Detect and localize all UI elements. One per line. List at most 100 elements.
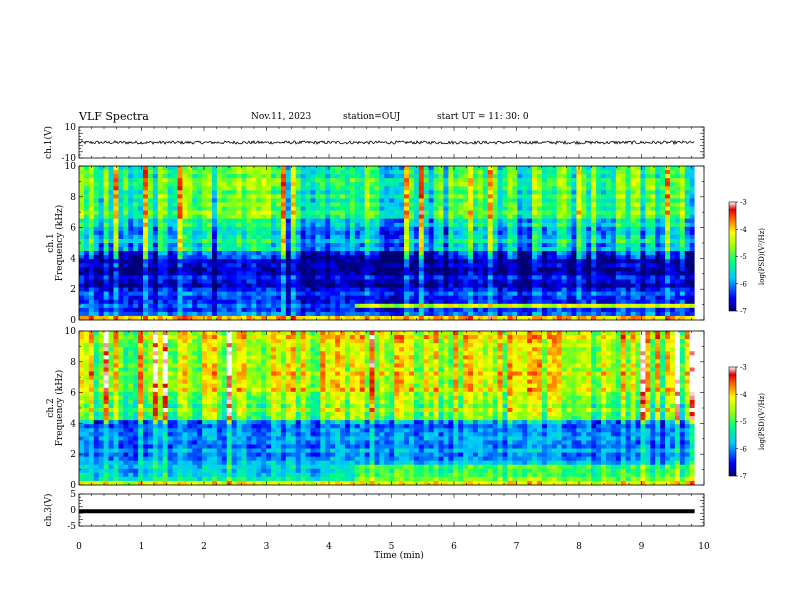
spectrogram-cell (408, 198, 415, 203)
spectrogram-cell (645, 226, 651, 232)
spectrogram-cell (561, 190, 567, 195)
spectrogram-cell (689, 311, 696, 317)
spectrogram-cell (482, 255, 489, 260)
spectrogram-cell (379, 198, 385, 203)
spectrogram-cell (605, 291, 612, 297)
spectrogram-cell (428, 234, 435, 240)
spectrogram-cell (507, 307, 513, 313)
spectrogram-cell (655, 214, 661, 220)
spectrogram-cell (128, 307, 134, 313)
spectrogram-cell (394, 307, 400, 313)
spectrogram-cell (423, 283, 430, 288)
spectrogram-cell (674, 178, 681, 183)
spectrogram-cell (251, 279, 257, 284)
spectrogram-cell (571, 178, 577, 183)
spectrogram-cell (103, 198, 109, 203)
spectrogram-cell (556, 190, 563, 195)
spectrogram-cell (236, 271, 242, 276)
spectrogram-cell (320, 299, 326, 305)
spectrogram-cell (551, 279, 558, 284)
spectrogram-cell (586, 226, 592, 232)
spectrogram-cell (537, 218, 543, 224)
spectrogram-cell (128, 291, 134, 297)
spectrogram-cell (433, 166, 439, 171)
spectrogram-cell (211, 194, 218, 199)
spectrogram-cell (473, 182, 479, 187)
spectrogram-cell (418, 234, 425, 240)
spectrogram-cell (384, 202, 390, 207)
spectrogram-cell (133, 226, 139, 232)
spectrogram-cell (428, 194, 435, 199)
spectrogram-cell (256, 303, 262, 309)
spectrogram-cell (207, 166, 213, 171)
spectrogram-cell (433, 275, 439, 280)
spectrogram-cell (650, 174, 656, 179)
spectrogram-cell (645, 291, 651, 297)
spectrogram-cell (532, 238, 538, 244)
spectrogram-cell (162, 170, 169, 175)
spectrogram-cell (507, 275, 513, 280)
spectrogram-cell (384, 303, 390, 309)
spectrogram-cell (399, 194, 405, 199)
spectrogram-cell (404, 335, 410, 340)
spectrogram-cell (517, 218, 523, 224)
spectrogram-cell (468, 238, 474, 244)
spectrogram-cell (290, 238, 297, 244)
spectrogram-cell (320, 182, 326, 187)
spectrogram-cell (571, 279, 577, 284)
spectrogram-cell (167, 222, 173, 228)
spectrogram-cell (684, 303, 691, 309)
spectrogram-cell (266, 263, 272, 268)
spectrogram-cell (408, 303, 415, 309)
spectrogram-cell (537, 279, 543, 284)
spectrogram-cell (300, 291, 306, 297)
spectrogram-cell (167, 331, 173, 336)
spectrogram-cell (98, 331, 105, 336)
spectrogram-cell (221, 311, 228, 317)
spectrogram-cell (507, 283, 513, 288)
spectrogram-cell (340, 178, 346, 183)
spectrogram-cell (615, 311, 622, 317)
spectrogram-cell (512, 190, 518, 195)
spectrogram-cell (98, 206, 105, 211)
spectrogram-cell (541, 267, 548, 272)
spectrogram-cell (438, 279, 444, 284)
spectrogram-cell (389, 247, 395, 252)
spectrogram-cell (635, 214, 641, 220)
spectrogram-cell (315, 198, 321, 203)
spectrogram-cell (532, 335, 538, 340)
spectrogram-cell (143, 263, 149, 268)
spectrogram-cell (502, 331, 508, 336)
spectrogram-cell (674, 247, 681, 252)
spectrogram-cell (650, 247, 656, 252)
spectrogram-cell (271, 238, 277, 244)
spectrogram-cell (591, 251, 597, 256)
spectrogram-cell (285, 271, 292, 276)
spectrogram-cell (408, 190, 415, 195)
spectrogram-cell (295, 311, 302, 317)
spectrogram-cell (463, 214, 469, 220)
spectrogram-cell (610, 315, 617, 321)
spectrogram-cell (448, 202, 454, 207)
spectrogram-cell (556, 295, 563, 301)
spectrogram-cell (463, 178, 469, 183)
spectrogram-cell (601, 279, 607, 284)
spectrogram-cell (620, 202, 627, 207)
spectrogram-cell (231, 182, 237, 187)
spectrogram-cell (256, 247, 262, 252)
spectrogram-cell (645, 202, 651, 207)
spectrogram-cell (566, 222, 572, 228)
spectrogram-cell (413, 166, 420, 171)
spectrogram-cell (438, 214, 444, 220)
spectrogram-cell (118, 335, 124, 340)
spectrogram-cell (103, 263, 109, 268)
spectrogram-cell (108, 190, 114, 195)
spectrogram-cell (507, 234, 513, 240)
spectrogram-cell (83, 206, 90, 211)
spectrogram-cell (482, 291, 489, 297)
spectrogram-cell (216, 238, 223, 244)
spectrogram-cell (532, 234, 538, 240)
spectrogram-cell (88, 238, 95, 244)
spectrogram-cell (620, 291, 627, 297)
spectrogram-cell (615, 279, 622, 284)
